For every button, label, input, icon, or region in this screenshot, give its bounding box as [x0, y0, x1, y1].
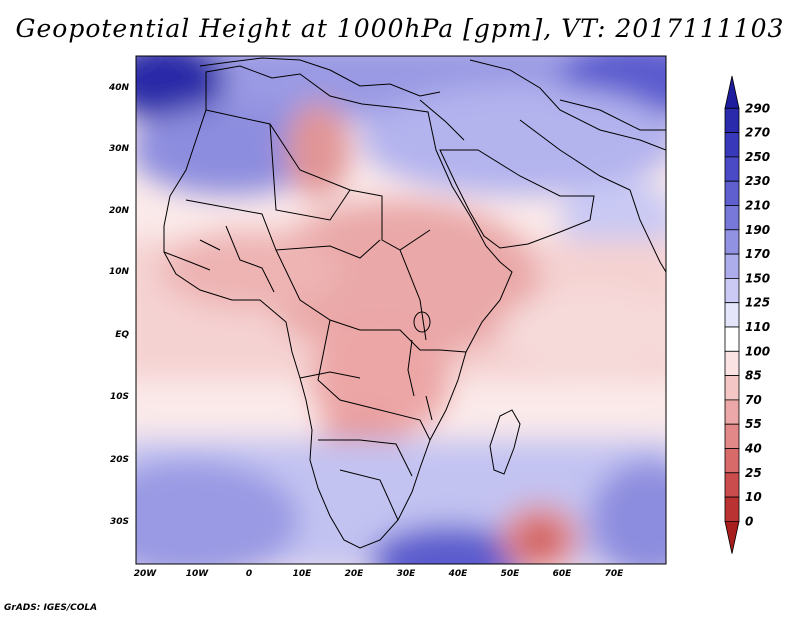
colorbar-segment — [724, 350, 740, 376]
lon-label: 30E — [397, 569, 417, 579]
colorbar-segment — [724, 496, 740, 522]
colorbar-segment — [724, 132, 740, 158]
colorbar-label: 85 — [745, 369, 762, 383]
colorbar-label: 125 — [745, 296, 770, 310]
colorbar-segment — [724, 156, 740, 182]
colorbar-segment — [724, 75, 740, 109]
colorbar-segment — [724, 423, 740, 449]
lon-label: 50E — [501, 569, 521, 579]
lat-label: 20S — [110, 455, 129, 465]
colorbar-segment — [724, 326, 740, 352]
lat-label: 10S — [110, 392, 129, 402]
colorbar-label: 190 — [745, 223, 770, 237]
latitude-labels: 40N 30N 20N 10N EQ 10S 20S 30S — [108, 83, 130, 527]
colorbar-segment — [724, 399, 740, 425]
lat-label: 30N — [109, 144, 130, 154]
chart-title: Geopotential Height at 1000hPa [gpm], VT… — [15, 14, 785, 43]
colorbar-label: 170 — [745, 247, 770, 261]
lat-label: 30S — [110, 517, 129, 527]
colorbar-segment — [724, 107, 740, 134]
lon-label: 0 — [246, 569, 252, 579]
lat-label: 10N — [109, 267, 130, 277]
lat-label: 20N — [109, 206, 130, 216]
colorbar-segment — [724, 229, 740, 255]
colorbar-label: 210 — [745, 199, 770, 213]
colorbar-segment — [724, 253, 740, 279]
lat-label: 40N — [108, 83, 130, 93]
colorbar-segment — [724, 205, 740, 231]
colorbar-label: 230 — [745, 174, 770, 188]
colorbar-label: 10 — [745, 490, 762, 504]
lat-label: EQ — [115, 330, 129, 340]
colorbar-segment — [724, 375, 740, 401]
colorbar-segment — [724, 472, 740, 498]
height-field — [136, 56, 666, 564]
coastlines — [163, 57, 666, 549]
lon-label: 20W — [134, 569, 158, 579]
lon-label: 10E — [293, 569, 313, 579]
colorbar-label: 270 — [745, 126, 770, 140]
colorbar-label: 70 — [745, 393, 762, 407]
colorbar-label: 40 — [744, 442, 762, 456]
colorbar-label: 55 — [745, 417, 762, 431]
colorbar-segment — [724, 448, 740, 474]
colorbar-segment — [724, 521, 740, 554]
colorbar-segment — [724, 180, 740, 206]
colorbar-label: 100 — [745, 344, 770, 358]
colorbar-label: 150 — [745, 271, 770, 285]
longitude-labels: 20W 10W 0 10E 20E 30E 40E 50E 60E 70E — [134, 569, 624, 579]
credit-text: GrADS: IGES/COLA — [4, 603, 98, 613]
colorbar-label: 290 — [745, 101, 770, 115]
lon-label: 40E — [448, 569, 469, 579]
colorbar: 2902702502302101901701501251101008570554… — [724, 75, 770, 554]
lon-label: 60E — [553, 569, 573, 579]
colorbar-segment — [724, 277, 740, 304]
colorbar-label: 250 — [745, 150, 770, 164]
colorbar-label: 0 — [745, 514, 753, 528]
lon-label: 70E — [605, 569, 625, 579]
colorbar-segment — [724, 302, 740, 328]
colorbar-label: 110 — [745, 320, 770, 334]
lon-label: 10W — [186, 569, 210, 579]
colorbar-label: 25 — [745, 466, 762, 480]
lon-label: 20E — [345, 569, 365, 579]
map-frame — [135, 55, 667, 565]
